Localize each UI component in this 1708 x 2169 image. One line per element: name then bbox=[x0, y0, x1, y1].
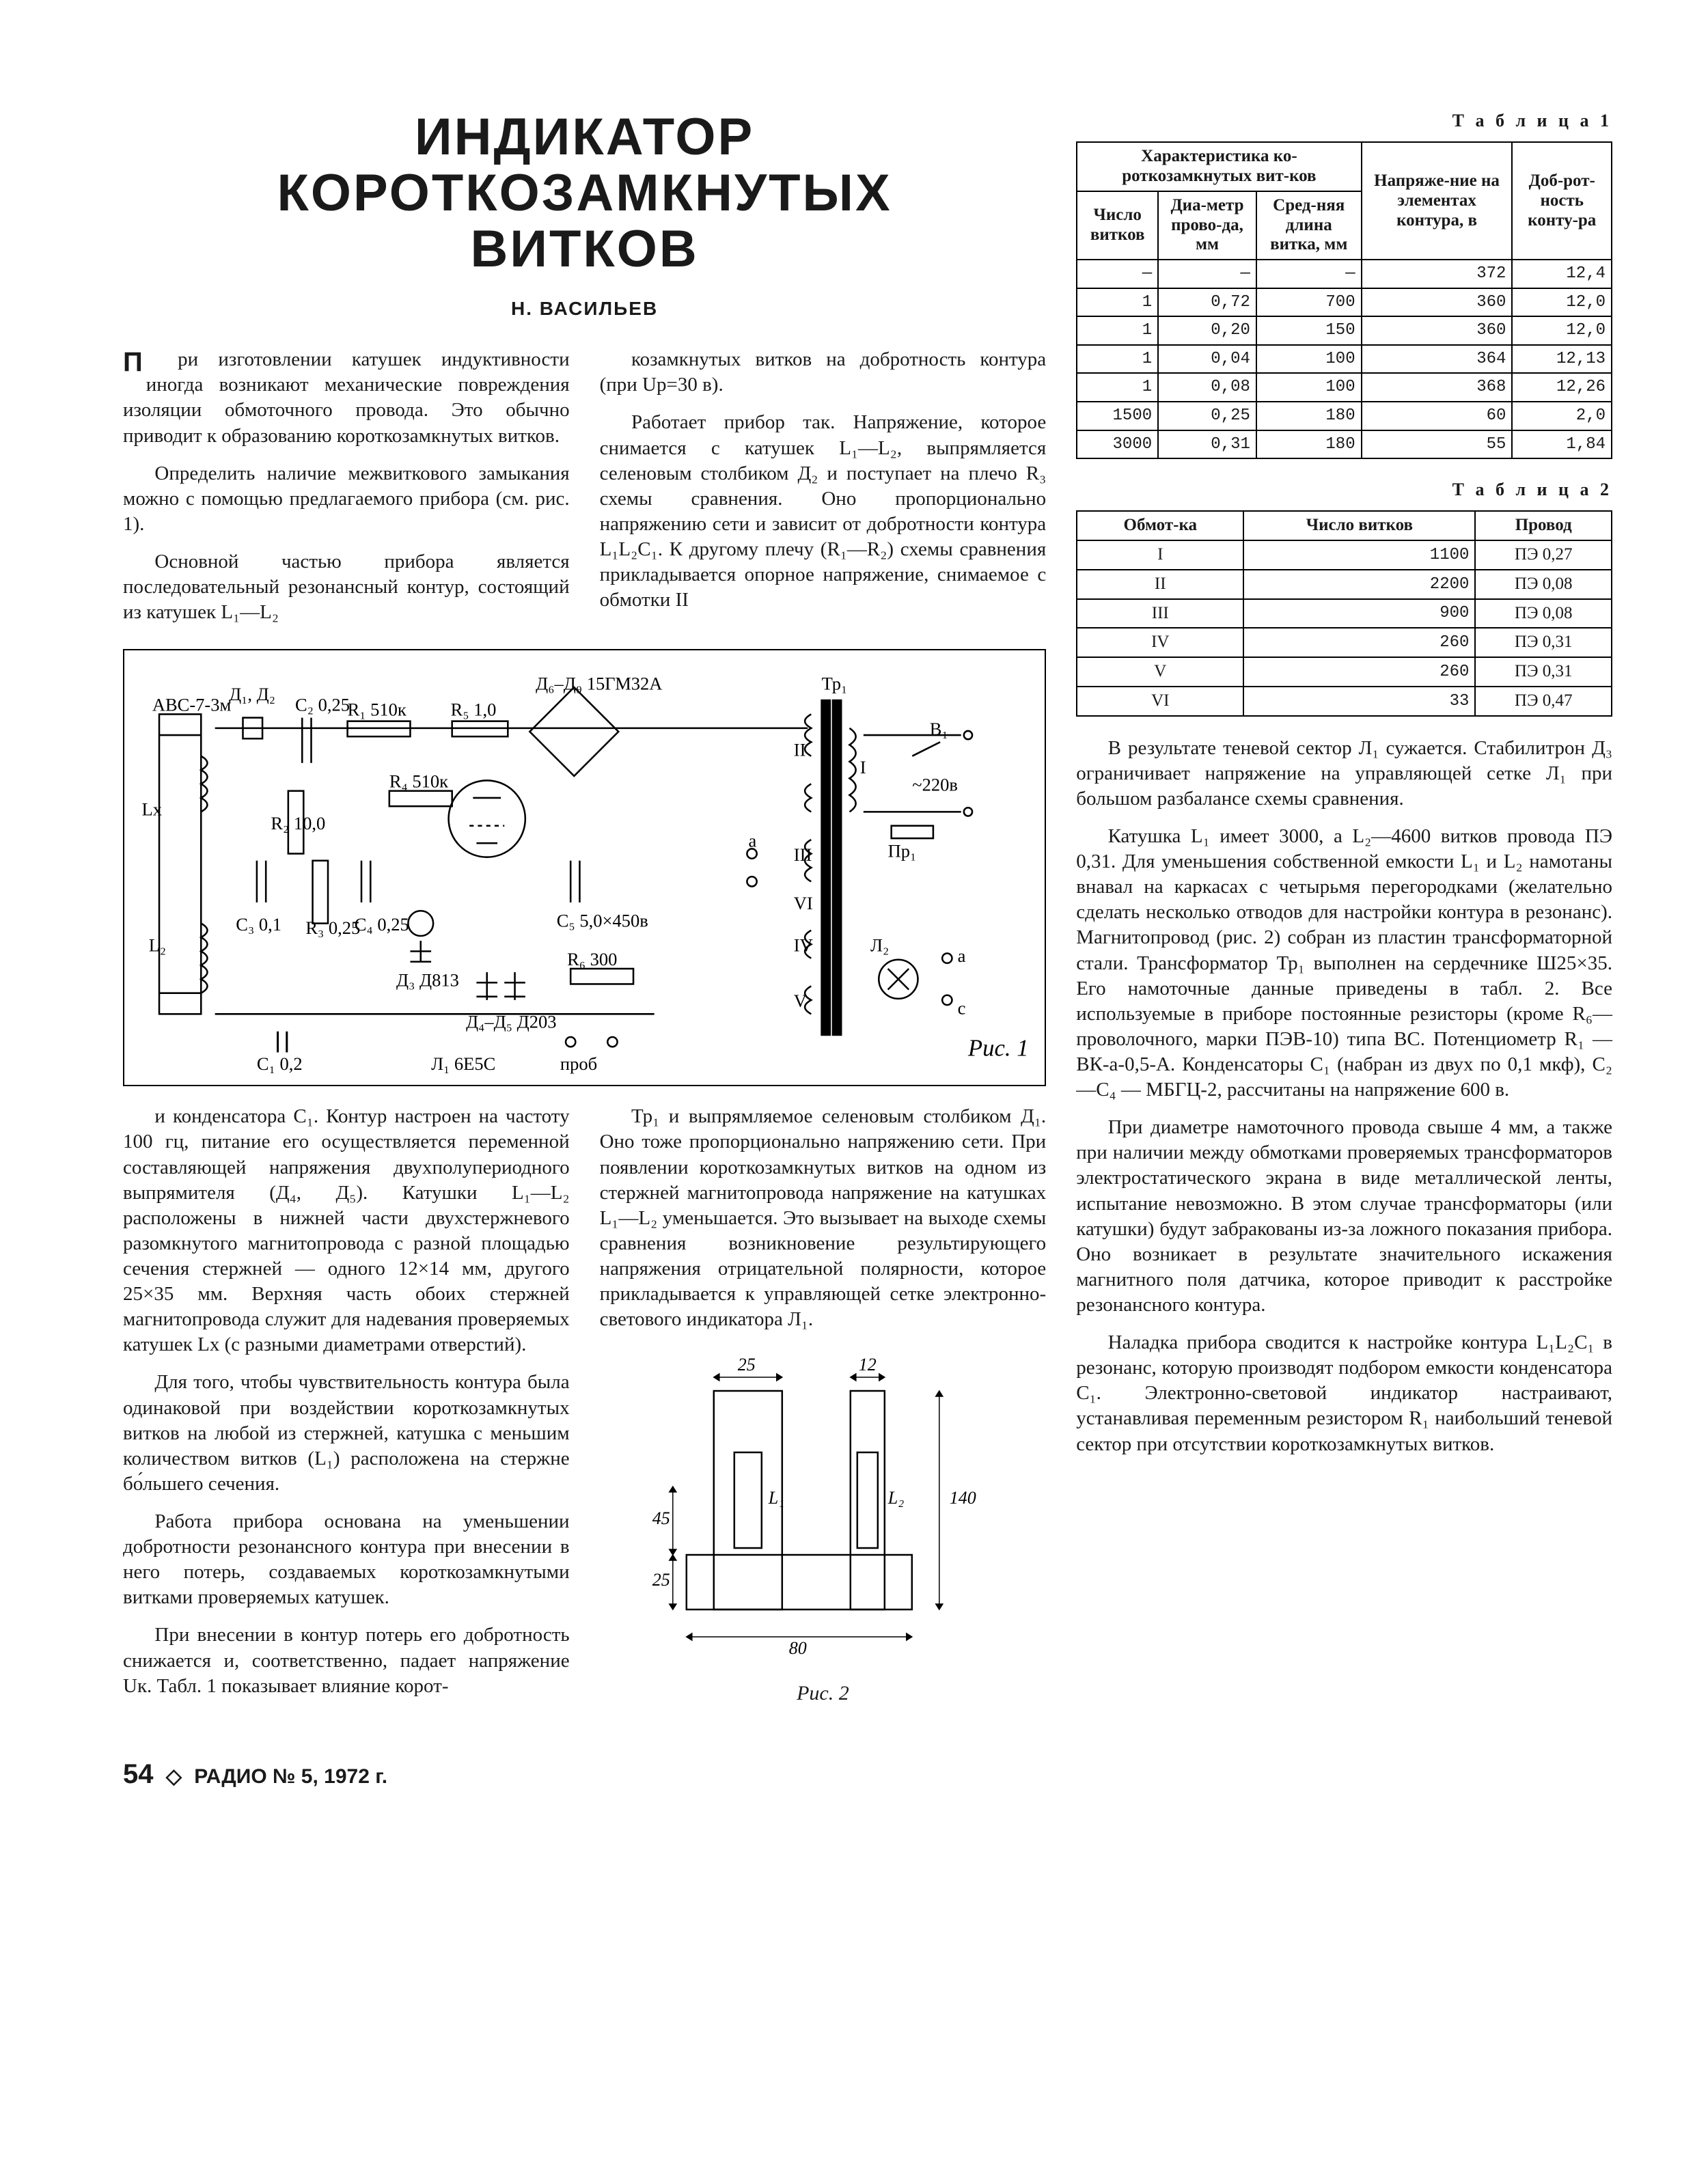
svg-text:Л₂: Л₂ bbox=[870, 935, 889, 956]
page-footer: 54 ◇ РАДИО № 5, 1972 г. bbox=[123, 1759, 1612, 1790]
svg-text:C₂ 0,25: C₂ 0,25 bbox=[295, 695, 350, 715]
svg-text:C₃ 0,1: C₃ 0,1 bbox=[236, 914, 281, 935]
svg-text:C₁ 0,2: C₁ 0,2 bbox=[257, 1053, 303, 1074]
svg-text:а: а bbox=[958, 945, 966, 966]
table-row: VI33ПЭ 0,47 bbox=[1077, 687, 1612, 716]
table-row: 10,0410036412,13 bbox=[1077, 345, 1612, 374]
p7: Для того, чтобы чувствительность контура… bbox=[123, 1370, 570, 1497]
svg-text:L₂: L₂ bbox=[887, 1488, 904, 1508]
page-number: 54 bbox=[123, 1759, 154, 1789]
svg-text:II: II bbox=[794, 740, 806, 760]
svg-text:140: 140 bbox=[949, 1488, 976, 1508]
fig2-caption: Рис. 2 bbox=[600, 1681, 1047, 1707]
svg-text:25: 25 bbox=[737, 1355, 755, 1374]
svg-text:V: V bbox=[794, 991, 807, 1011]
table2: Обмот-ка Число витков Провод I1100ПЭ 0,2… bbox=[1076, 510, 1612, 716]
svg-text:АВС-7-3м: АВС-7-3м bbox=[152, 695, 232, 715]
diamond-icon: ◇ bbox=[166, 1765, 182, 1788]
svg-text:80: 80 bbox=[788, 1638, 806, 1658]
t1-c1: Число витков bbox=[1077, 191, 1158, 260]
svg-text:~220в: ~220в bbox=[912, 775, 958, 795]
svg-text:Д₆–Д₉ 15ГМ32А: Д₆–Д₉ 15ГМ32А bbox=[536, 674, 662, 694]
svg-text:12: 12 bbox=[858, 1355, 876, 1374]
svg-text:Рис. 1: Рис. 1 bbox=[967, 1035, 1029, 1062]
svg-text:Пр₁: Пр₁ bbox=[888, 841, 917, 861]
svg-text:В₁: В₁ bbox=[930, 719, 948, 739]
p6: и конденсатора C₁. Контур настроен на ча… bbox=[123, 1104, 570, 1357]
magazine-ref: РАДИО № 5, 1972 г. bbox=[194, 1765, 387, 1788]
table-row: IV260ПЭ 0,31 bbox=[1077, 628, 1612, 657]
svg-text:45: 45 bbox=[652, 1508, 670, 1528]
table-row: III900ПЭ 0,08 bbox=[1077, 599, 1612, 628]
p8: Работа прибора основана на уменьшении до… bbox=[123, 1509, 570, 1610]
svg-text:R₃ 0,25: R₃ 0,25 bbox=[305, 917, 360, 938]
p9: При внесении в контур потерь его добротн… bbox=[123, 1622, 570, 1698]
svg-text:C₄ 0,25: C₄ 0,25 bbox=[355, 914, 409, 935]
svg-text:C₅ 5,0×450в: C₅ 5,0×450в bbox=[557, 911, 648, 931]
svg-text:Lx: Lx bbox=[142, 799, 162, 820]
figure-2: 25 12 80 45 25 140 L₁ L₂ Рис. 2 bbox=[600, 1350, 1047, 1707]
p1: При изготовлении катушек индуктивности и… bbox=[123, 347, 570, 448]
table-row: 30000,31180551,84 bbox=[1077, 430, 1612, 459]
table-row: 15000,25180602,0 bbox=[1077, 402, 1612, 430]
svg-text:проб: проб bbox=[560, 1053, 597, 1074]
svg-text:L₁: L₁ bbox=[767, 1488, 784, 1508]
p3: Основной частью прибора является последо… bbox=[123, 549, 570, 625]
svg-text:R₂ 10,0: R₂ 10,0 bbox=[271, 813, 325, 833]
svg-text:R₆ 300: R₆ 300 bbox=[567, 949, 617, 969]
svg-text:Тр₁: Тр₁ bbox=[822, 674, 848, 694]
p10: Тр₁ и выпрямляемое селеновым столбиком Д… bbox=[600, 1104, 1047, 1332]
t1-c2: Диа-метр прово-да, мм bbox=[1158, 191, 1256, 260]
t1-c5: Доб-рот-ность конту-ра bbox=[1512, 142, 1612, 260]
t2-c2: Число витков bbox=[1243, 511, 1475, 540]
svg-text:R₄ 510к: R₄ 510к bbox=[389, 771, 448, 792]
svg-text:Д₃ Д813: Д₃ Д813 bbox=[396, 970, 459, 991]
table-row: ———37212,4 bbox=[1077, 260, 1612, 288]
p5: Работает прибор так. Напряжение, которое… bbox=[600, 410, 1047, 613]
table-row: 10,2015036012,0 bbox=[1077, 316, 1612, 345]
svg-text:I: I bbox=[860, 758, 866, 778]
t1-c4: Напряже-ние на элементах контура, в bbox=[1362, 142, 1513, 260]
t2-c3: Провод bbox=[1475, 511, 1612, 540]
table-row: V260ПЭ 0,31 bbox=[1077, 657, 1612, 687]
svg-text:L₂: L₂ bbox=[149, 935, 166, 956]
svg-text:R₁ 510к: R₁ 510к bbox=[348, 700, 407, 720]
schematic-svg: Д₁, Д₂ АВС-7-3м C₂ 0,25 R₁ 510к R₅ 1,0 Д… bbox=[124, 650, 1045, 1085]
figure-1: Д₁, Д₂ АВС-7-3м C₂ 0,25 R₁ 510к R₅ 1,0 Д… bbox=[123, 649, 1047, 1086]
svg-text:Д₁, Д₂: Д₁, Д₂ bbox=[229, 684, 275, 704]
t1-group: Характеристика ко-роткозамкнутых вит-ков bbox=[1077, 142, 1361, 191]
table-row: I1100ПЭ 0,27 bbox=[1077, 540, 1612, 570]
t2-c1: Обмот-ка bbox=[1077, 511, 1243, 540]
svg-text:Д₄–Д₅ Д203: Д₄–Д₅ Д203 bbox=[466, 1012, 556, 1032]
right-p3: При диаметре намоточного провода свыше 4… bbox=[1076, 1115, 1612, 1318]
svg-text:VI: VI bbox=[794, 894, 813, 914]
table2-caption: Т а б л и ц а 2 bbox=[1076, 478, 1612, 501]
right-p1: В результате теневой сектор Л₁ сужается.… bbox=[1076, 736, 1612, 812]
svg-text:с: с bbox=[958, 998, 966, 1019]
svg-text:IV: IV bbox=[794, 935, 813, 956]
right-p4: Наладка прибора сводится к настройке кон… bbox=[1076, 1330, 1612, 1457]
svg-text:25: 25 bbox=[652, 1570, 670, 1590]
svg-text:а: а bbox=[748, 831, 756, 851]
table1: Характеристика ко-роткозамкнутых вит-ков… bbox=[1076, 141, 1612, 459]
svg-text:III: III bbox=[794, 844, 812, 865]
table-row: 10,7270036012,0 bbox=[1077, 288, 1612, 317]
table-row: II2200ПЭ 0,08 bbox=[1077, 570, 1612, 599]
t1-c3: Сред-няя длина витка, мм bbox=[1256, 191, 1362, 260]
right-p2: Катушка L₁ имеет 3000, а L₂—4600 витков … bbox=[1076, 824, 1612, 1103]
svg-text:Л₁ 6Е5С: Л₁ 6Е5С bbox=[431, 1053, 495, 1074]
p4: козамкнутых витков на добротность контур… bbox=[600, 347, 1047, 398]
p2: Определить наличие межвиткового замыкани… bbox=[123, 461, 570, 537]
table-row: 10,0810036812,26 bbox=[1077, 373, 1612, 402]
table1-caption: Т а б л и ц а 1 bbox=[1076, 109, 1612, 132]
svg-text:R₅ 1,0: R₅ 1,0 bbox=[451, 700, 497, 720]
